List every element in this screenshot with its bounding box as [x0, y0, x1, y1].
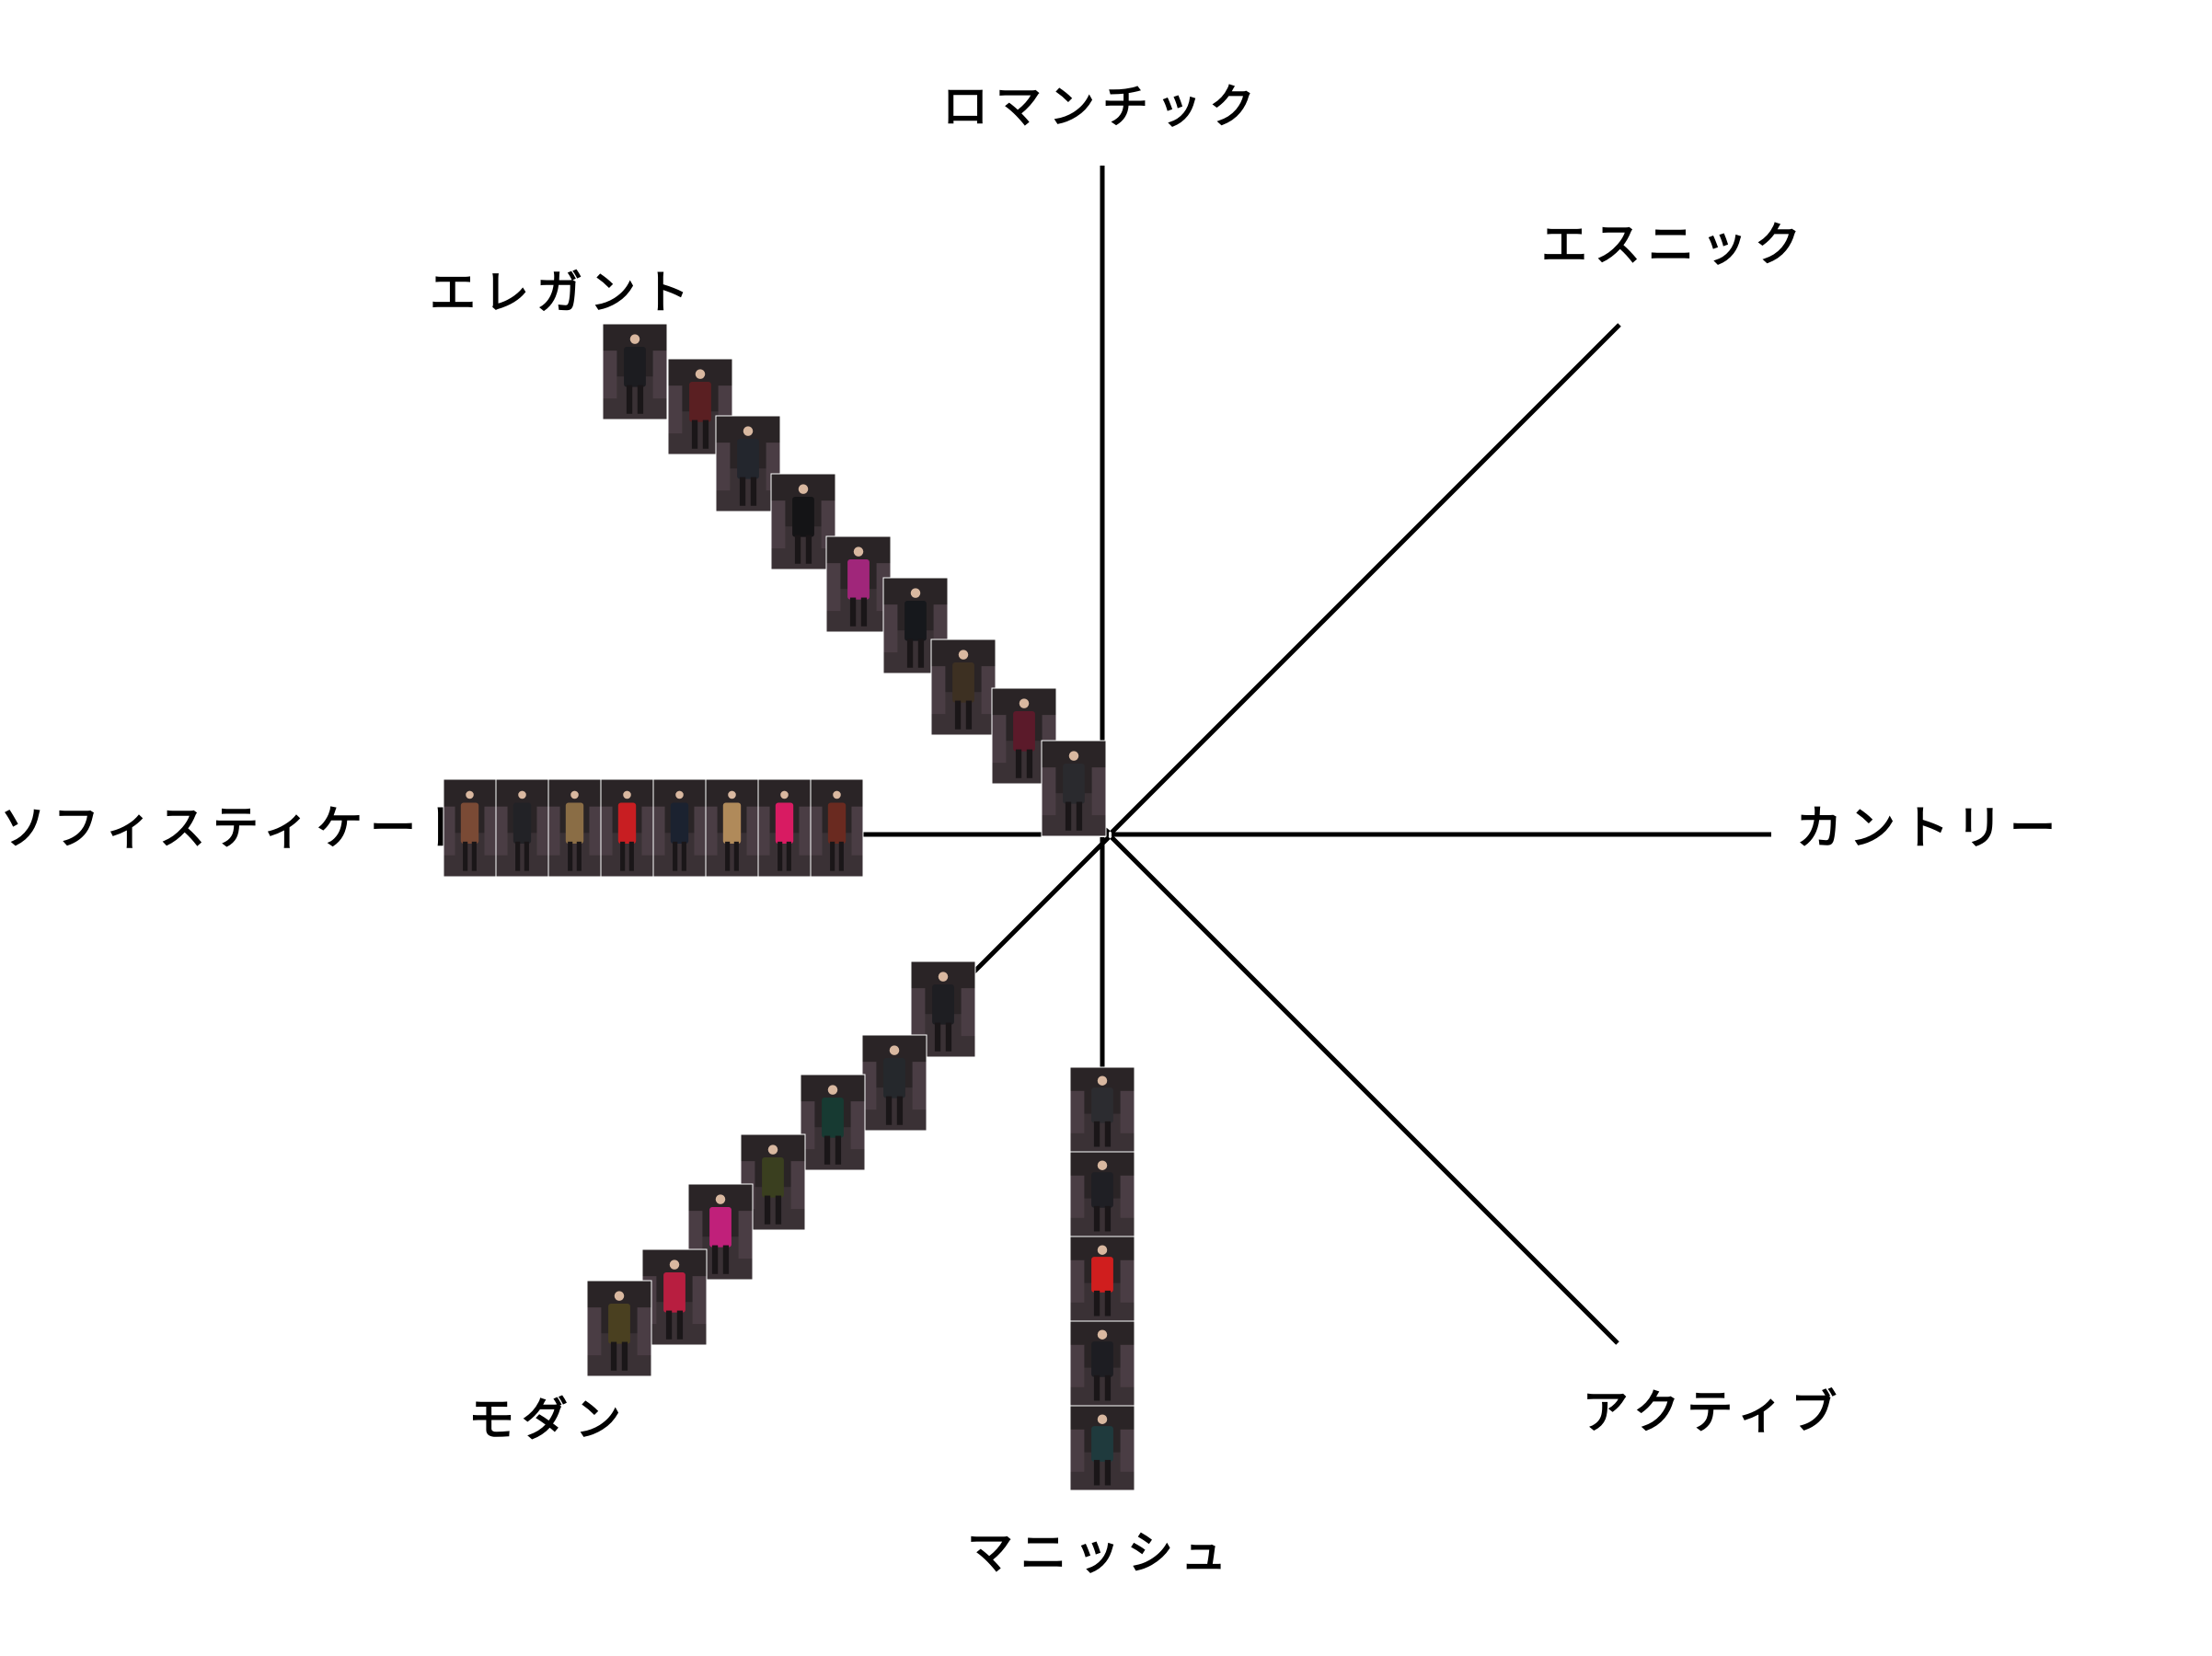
runway-look-photo [495, 778, 549, 878]
look-thumbnails [443, 323, 1135, 1491]
axis-line-active [1110, 835, 1619, 1345]
runway-look-photo [652, 778, 707, 878]
runway-look-photo [800, 1074, 866, 1171]
runway-look-photo [602, 323, 668, 420]
runway-look-photo [1069, 1151, 1135, 1237]
axis-label-mannish: マニッシュ [967, 1526, 1234, 1580]
look-group-elegant [602, 323, 1107, 837]
axis-label-elegant: エレガント [430, 266, 697, 319]
runway-look-photo [1069, 1405, 1135, 1491]
axis-label-country: カントリー [1796, 801, 2063, 855]
axis-label-active: アクティブ [1583, 1386, 1845, 1439]
runway-look-photo [586, 1280, 652, 1377]
axis-line-modern [972, 835, 1111, 974]
runway-look-photo [770, 473, 836, 570]
runway-look-photo [547, 778, 602, 878]
runway-look-photo [443, 778, 497, 878]
axis-lines [860, 166, 1771, 1345]
runway-look-photo [810, 778, 864, 878]
axis-labels: ロマンチック エスニック カントリー アクティブ マニッシュ モダン ソフィステ… [0, 80, 2063, 1580]
runway-look-photo [930, 638, 997, 736]
axis-label-sophisticated: ソフィスティケート [0, 801, 477, 855]
runway-look-photo [910, 960, 976, 1058]
runway-look-photo [825, 535, 892, 633]
look-group-modern [586, 960, 976, 1377]
runway-look-photo [705, 778, 759, 878]
look-group-mannish [1069, 1066, 1135, 1491]
runway-look-photo [1069, 1236, 1135, 1322]
runway-look-photo [1069, 1066, 1135, 1153]
runway-look-photo [861, 1034, 927, 1132]
look-group-sophisticated [443, 778, 864, 878]
axis-line-ethnic [1110, 323, 1621, 834]
runway-look-photo [641, 1248, 708, 1346]
runway-look-photo [1069, 1320, 1135, 1407]
runway-look-photo [757, 778, 812, 878]
axis-label-ethnic: エスニック [1541, 218, 1808, 271]
runway-look-photo [1041, 740, 1107, 837]
axis-label-romantic: ロマンチック [942, 80, 1262, 133]
runway-look-photo [600, 778, 654, 878]
runway-look-photo [715, 415, 781, 512]
axis-label-modern: モダン [468, 1393, 628, 1446]
